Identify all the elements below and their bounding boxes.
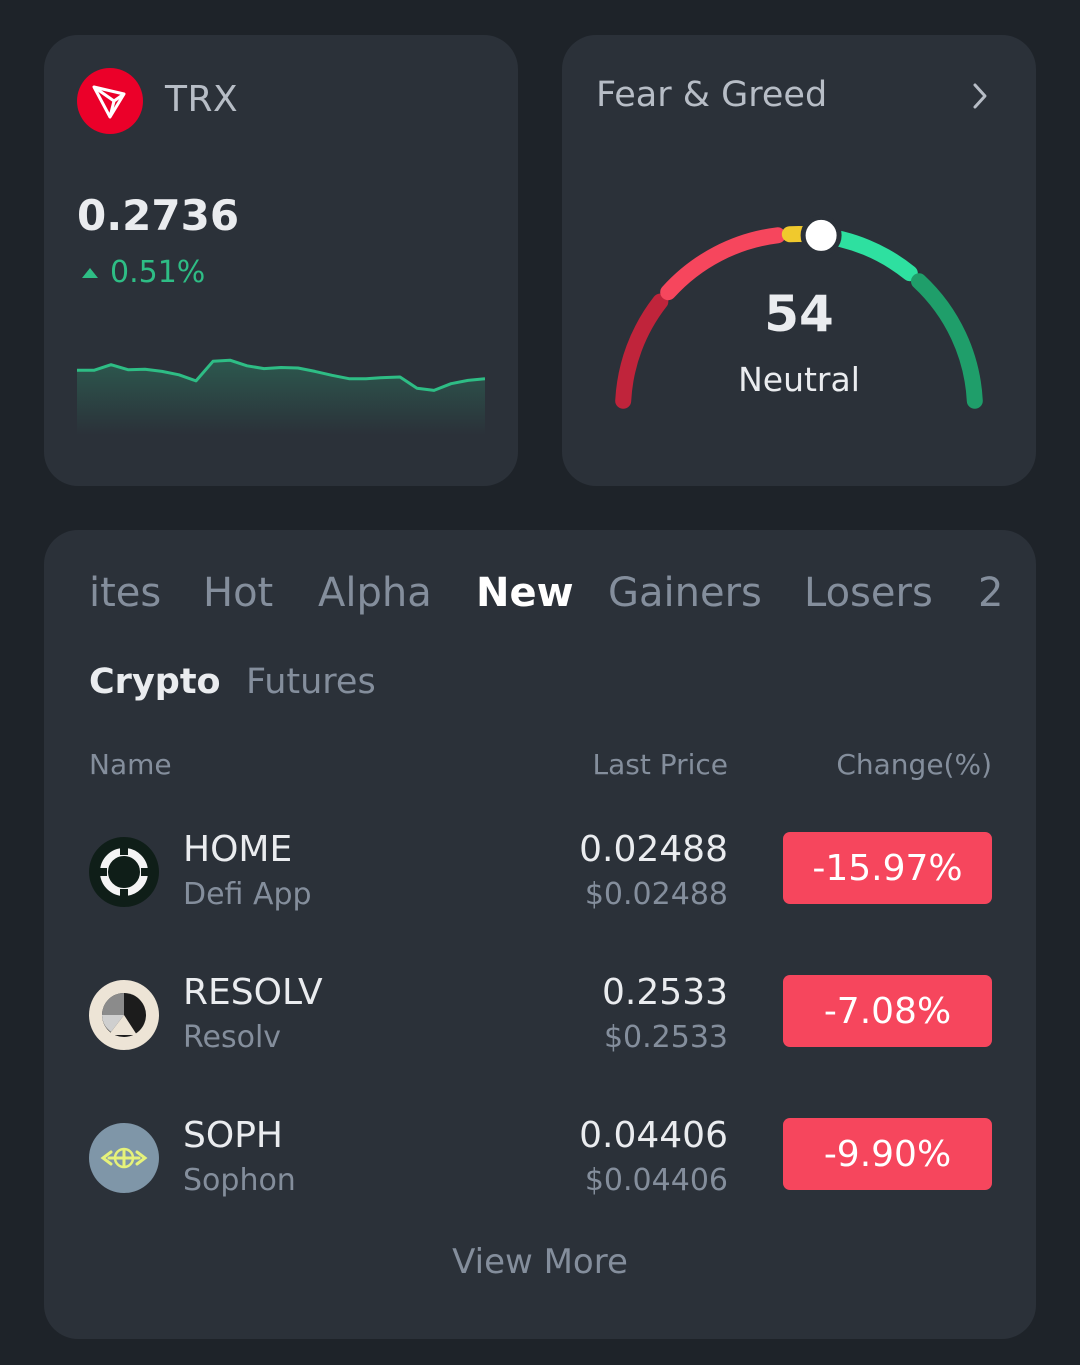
- market-tabs: ites Hot Alpha New Gainers Losers 2: [44, 570, 1036, 630]
- view-more-link[interactable]: View More: [452, 1242, 628, 1282]
- tab-alpha[interactable]: Alpha: [318, 570, 432, 616]
- sparkline-line: [77, 358, 485, 392]
- change-badge: -9.90%: [783, 1118, 992, 1190]
- coin-name: Defi App: [183, 877, 312, 912]
- change-badge: -15.97%: [783, 832, 992, 904]
- coin-last-price: 0.04406: [579, 1115, 728, 1156]
- fear-greed-label: Neutral: [738, 360, 860, 399]
- coin-last-price: 0.2533: [602, 972, 728, 1013]
- ticker-change: 0.51%: [82, 255, 205, 290]
- column-price-header[interactable]: Last Price: [592, 748, 728, 781]
- gauge-segment: [660, 227, 786, 301]
- coin-usd-price: $0.2533: [603, 1020, 728, 1055]
- tab-losers[interactable]: Losers: [804, 570, 933, 616]
- coin-symbol: RESOLV: [183, 972, 323, 1013]
- tab-favorites[interactable]: ites: [89, 570, 162, 616]
- home-coin-icon: [89, 837, 159, 907]
- subtab-futures[interactable]: Futures: [246, 662, 376, 702]
- coin-symbol: HOME: [183, 829, 293, 870]
- column-change-header[interactable]: Change(%): [836, 748, 992, 781]
- up-arrow-icon: [82, 267, 98, 278]
- tab-gainers[interactable]: Gainers: [608, 570, 762, 616]
- market-list-card: ites Hot Alpha New Gainers Losers 2 Cryp…: [44, 530, 1036, 1339]
- tab-next[interactable]: 2: [978, 570, 1004, 616]
- market-row-soph[interactable]: SOPH Sophon 0.04406 $0.04406 -9.90%: [44, 1115, 1036, 1223]
- fear-greed-gauge: [615, 214, 983, 409]
- ticker-symbol: TRX: [165, 79, 239, 120]
- tab-new[interactable]: New: [476, 570, 574, 616]
- price-sparkline: [77, 358, 485, 435]
- coin-last-price: 0.02488: [579, 829, 728, 870]
- resolv-coin-icon: [89, 980, 159, 1050]
- subtab-crypto[interactable]: Crypto: [89, 662, 221, 702]
- gauge-segment: [615, 293, 669, 409]
- sparkline-area: [77, 360, 485, 435]
- soph-coin-icon: [89, 1123, 159, 1193]
- fear-greed-title: Fear & Greed: [596, 75, 828, 115]
- market-row-home[interactable]: HOME Defi App 0.02488 $0.02488 -15.97%: [44, 829, 1036, 937]
- coin-usd-price: $0.04406: [584, 1163, 728, 1198]
- fear-greed-value: 54: [764, 285, 834, 343]
- trx-ticker-card[interactable]: TRX 0.2736 0.51%: [44, 35, 518, 486]
- change-badge: -7.08%: [783, 975, 992, 1047]
- coin-usd-price: $0.02488: [584, 877, 728, 912]
- ticker-change-value: 0.51%: [110, 255, 206, 290]
- coin-name: Sophon: [183, 1163, 296, 1198]
- tab-hot[interactable]: Hot: [203, 570, 274, 616]
- market-row-resolv[interactable]: RESOLV Resolv 0.2533 $0.2533 -7.08%: [44, 972, 1036, 1080]
- fear-greed-card[interactable]: Fear & Greed 54 Neutral: [562, 35, 1036, 486]
- ticker-price: 0.2736: [77, 191, 240, 240]
- tron-logo-icon: [77, 68, 143, 134]
- chevron-right-icon[interactable]: [969, 81, 991, 111]
- gauge-indicator: [800, 214, 842, 256]
- gauge-segment: [911, 273, 983, 409]
- column-name-header[interactable]: Name: [89, 748, 172, 781]
- coin-symbol: SOPH: [183, 1115, 283, 1156]
- coin-name: Resolv: [183, 1020, 282, 1055]
